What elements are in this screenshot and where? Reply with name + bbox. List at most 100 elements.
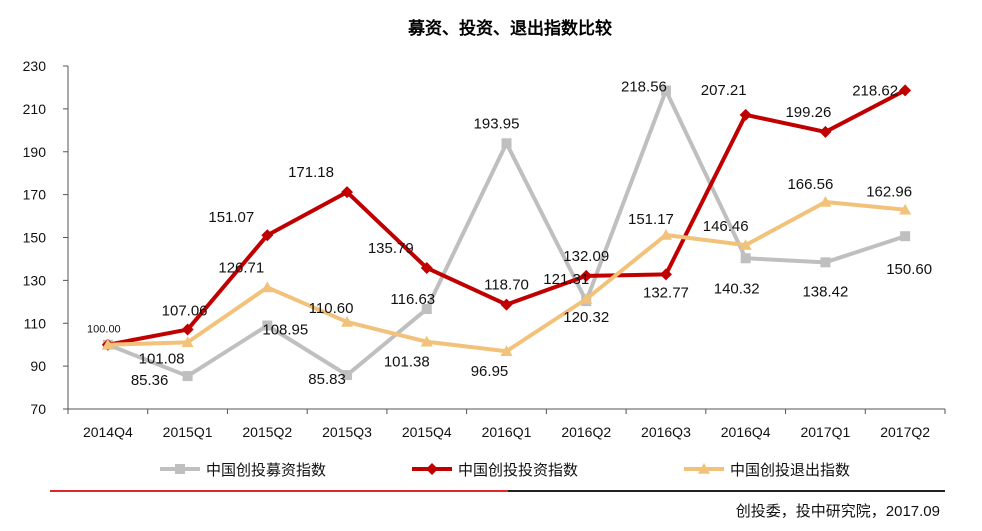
data-point [261,281,274,293]
data-label: 85.36 [131,372,169,389]
data-point [659,268,672,281]
data-label: 199.26 [785,104,831,121]
data-labels: 100.00 85.36 108.95 85.83 116.63 193.95 120.32… [87,79,932,390]
data-point [261,229,274,242]
data-label: 171.18 [288,164,334,181]
legend-item-1: 中国创投募资指数 [160,462,326,479]
data-label: 218.56 [621,79,667,96]
data-point [740,253,751,264]
y-tick-label: 230 [23,58,47,74]
data-label: 151.07 [208,209,254,226]
y-tick-label: 70 [30,401,46,417]
data-point [899,84,912,97]
data-label: 150.60 [886,261,932,278]
source-note: 创投委，投中研究院，2017.09 [736,502,940,520]
data-point [181,323,194,336]
series-layer [101,84,912,382]
data-label: 101.08 [139,350,185,367]
data-point [500,345,513,357]
x-tick-label: 2015Q1 [163,424,213,440]
data-label: 120.32 [563,309,609,326]
data-point [500,298,513,311]
data-label: 108.95 [262,322,308,339]
data-point [820,257,831,268]
chart-title: 募资、投资、退出指数比较 [407,18,612,39]
data-point [580,293,593,304]
data-point [101,338,114,350]
x-tick-label: 2015Q2 [242,424,292,440]
y-tick-label: 90 [30,358,46,374]
data-point [182,371,193,382]
data-point [501,138,512,149]
data-point [341,186,354,199]
data-label: 140.32 [714,280,760,297]
x-tick-label: 2016Q1 [482,424,532,440]
legend-label: 中国创投募资指数 [206,462,326,479]
data-point [175,464,185,474]
data-label: 126.71 [218,259,264,276]
data-point [739,239,752,250]
data-label: 193.95 [474,115,520,132]
x-tick-label: 2016Q4 [721,424,771,440]
x-tick-label: 2017Q1 [800,424,850,440]
data-label: 166.56 [787,176,833,193]
data-label: 100.00 [87,324,121,336]
data-point [660,85,671,96]
y-tick-label: 150 [23,230,47,246]
x-tick-label: 2014Q4 [83,424,133,440]
data-label: 85.83 [308,371,346,388]
data-label: 110.60 [309,300,354,317]
data-point [659,228,672,240]
data-point [819,195,832,207]
data-label: 138.42 [802,283,848,300]
data-point [899,203,912,215]
data-label: 116.63 [390,291,435,308]
data-label: 101.38 [384,354,430,371]
series-2 [101,84,912,351]
data-point [900,231,911,242]
x-tick-label: 2016Q2 [561,424,611,440]
data-point [420,335,433,347]
data-point [421,304,432,315]
x-tick-label: 2017Q2 [880,424,930,440]
data-label: 146.46 [703,218,749,235]
legend-item-2: 中国创投投资指数 [412,462,578,479]
data-label: 132.09 [563,248,609,265]
legend: 中国创投募资指数 中国创投投资指数 中国创投退出指数 [160,462,850,479]
legend-label: 中国创投退出指数 [730,462,850,479]
legend-label: 中国创投投资指数 [458,462,578,479]
data-label: 121.31 [543,271,589,288]
data-point [342,370,353,381]
y-tick-label: 210 [23,101,47,117]
data-point [819,125,832,138]
data-label: 118.70 [484,277,529,294]
data-label: 218.62 [852,82,898,99]
data-label: 162.96 [866,184,912,201]
series-3 [101,195,912,357]
data-label: 135.79 [368,240,414,257]
x-tick-label: 2016Q3 [641,424,691,440]
data-label: 207.21 [701,82,747,99]
y-tick-label: 130 [23,272,47,288]
data-label: 107.06 [162,303,208,320]
data-point [580,269,593,282]
data-point [426,463,438,475]
data-point [420,261,433,274]
y-tick-label: 190 [23,144,47,160]
data-point [341,315,354,327]
x-tick-label: 2015Q4 [402,424,452,440]
data-label: 132.77 [643,284,689,301]
y-tick-label: 170 [23,187,47,203]
data-point [698,463,710,474]
data-point [739,108,752,121]
y-tick-label: 110 [24,315,47,331]
data-label: 151.17 [628,211,674,228]
legend-item-3: 中国创投退出指数 [684,462,850,479]
data-point [181,336,194,348]
series-line [107,88,906,379]
axes: 70 90 110 130 150 170 190 210 230 2014Q4 2015Q1 201… [23,58,946,440]
data-point [262,320,273,331]
x-tick-label: 2015Q3 [322,424,372,440]
data-label: 96.95 [471,363,509,380]
